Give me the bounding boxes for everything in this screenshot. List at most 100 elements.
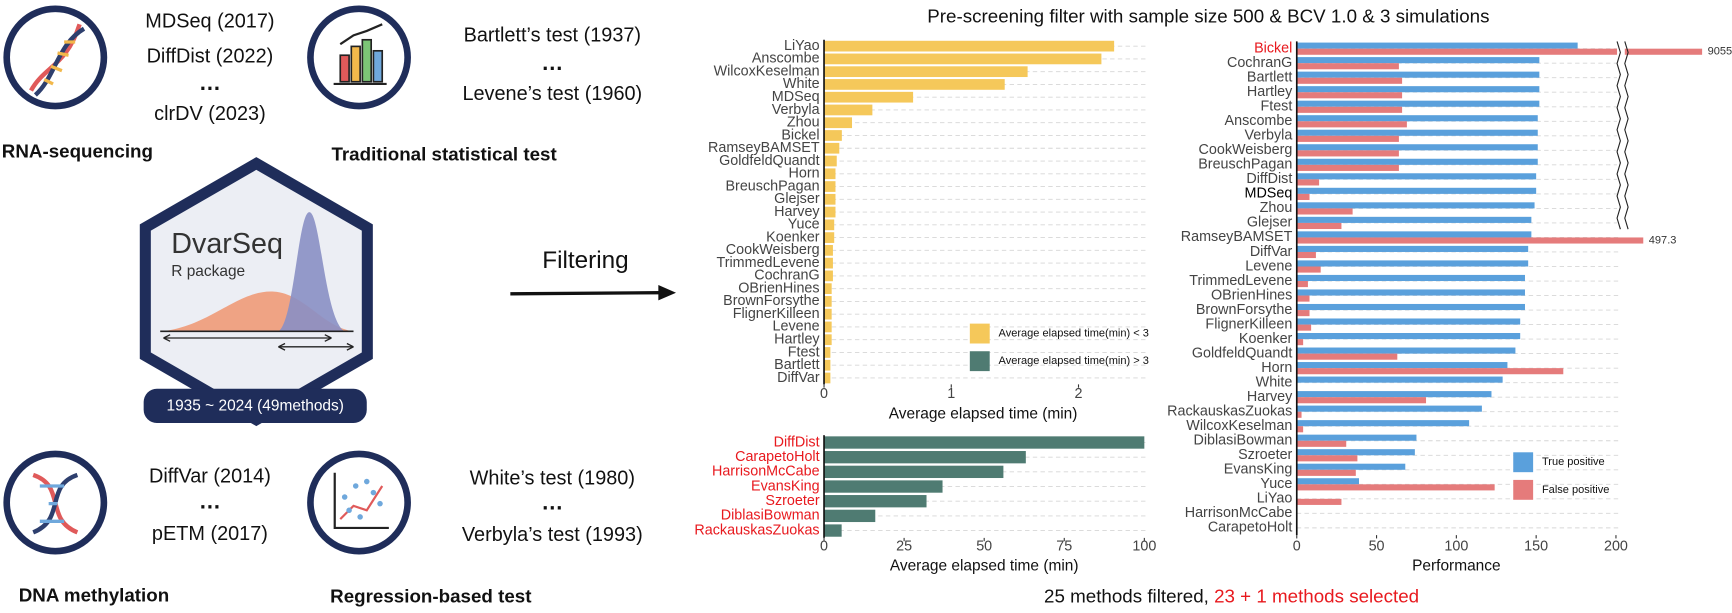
axis-break: [1617, 41, 1625, 230]
x-tick-label: 100: [1132, 539, 1156, 555]
bar: [1296, 237, 1644, 244]
y-tick-label: DiffVar: [777, 370, 820, 386]
x-tick-label: 25: [896, 539, 912, 555]
bar: [824, 91, 914, 103]
y-tick-label: OBrienHines: [738, 280, 819, 296]
arrow: [510, 284, 677, 301]
y-tick-label: EvansKing: [751, 478, 820, 494]
x-axis-label: Average elapsed time (min): [889, 405, 1078, 422]
y-tick-label: CarapetoHolt: [1208, 520, 1293, 536]
y-tick-label: Anscombe: [752, 51, 820, 67]
x-tick-label: 150: [1524, 539, 1548, 555]
y-tick-label: MDSeq: [772, 89, 820, 105]
bar: [824, 480, 943, 493]
y-tick-label: Bickel: [1254, 40, 1292, 56]
bar: [1296, 245, 1529, 252]
y-tick-label: Levene: [773, 319, 820, 335]
y-tick-label: CochranG: [1227, 55, 1292, 71]
legend-swatch: [1513, 452, 1534, 473]
value-label: 497.3: [1649, 234, 1677, 246]
y-tick-label: Yuce: [1260, 476, 1292, 492]
bar: [1296, 135, 1399, 142]
bar: [1296, 216, 1532, 223]
bar: [1296, 478, 1360, 485]
y-tick-label: Bartlett: [1247, 70, 1292, 86]
bar: [1296, 266, 1321, 273]
bar: [1296, 391, 1492, 398]
y-tick-label: DiblasiBowman: [721, 508, 820, 524]
y-tick-label: Anscombe: [1225, 113, 1293, 129]
bar: [1296, 63, 1399, 70]
bar: [824, 53, 1102, 65]
chart-title: Pre-screening filter with sample size 50…: [927, 6, 1489, 27]
bar: [824, 359, 831, 371]
bar: [1296, 426, 1304, 433]
y-tick-label: DiffDist: [1246, 171, 1292, 187]
method: clrDV (2023): [154, 103, 266, 125]
bar: [1296, 48, 1703, 55]
y-tick-label: Zhou: [787, 115, 820, 131]
y-tick-label: Glejser: [1247, 215, 1293, 231]
y-tick-label: RamseyBAMSET: [708, 140, 820, 156]
bar: [1296, 397, 1427, 404]
bar: [824, 436, 1145, 449]
y-tick-label: EvansKing: [1224, 462, 1293, 478]
y-tick-label: Szroeter: [1238, 447, 1292, 463]
bar: [1296, 484, 1495, 491]
bar: [1296, 455, 1358, 462]
y-tick-label: DiffVar: [1250, 244, 1293, 260]
legend-swatch: [969, 351, 990, 372]
category-label: Regression-based test: [330, 585, 532, 606]
y-tick-label: BrownForsythe: [1196, 302, 1292, 318]
y-tick-label: DiblasiBowman: [1193, 433, 1292, 449]
y-tick-label: Koenker: [1239, 331, 1293, 347]
package-hexagon: [139, 157, 373, 427]
bar: [1296, 106, 1403, 113]
y-tick-label: WilcoxKeselman: [1186, 418, 1292, 434]
bar: [1296, 333, 1521, 340]
method: White’s test (1980): [470, 468, 635, 490]
bar: [1296, 368, 1564, 375]
bar: [1296, 57, 1540, 64]
x-tick-label: 0: [820, 539, 828, 555]
bar: [824, 347, 831, 358]
x-tick-label: 50: [1369, 539, 1385, 555]
bar: [1296, 222, 1342, 230]
bar: [824, 219, 835, 231]
stats-icon: [307, 5, 411, 110]
rna-icon: [3, 5, 108, 110]
legend-label: False positive: [1542, 484, 1609, 496]
bar: [824, 155, 837, 167]
bar: [1296, 362, 1508, 369]
bar: [1296, 281, 1308, 288]
method: Levene’s test (1960): [462, 83, 642, 105]
y-tick-label: BrownForsythe: [723, 293, 819, 309]
y-tick-label: MDSeq: [1244, 186, 1292, 202]
y-tick-label: LiYao: [1257, 491, 1293, 507]
bar: [1296, 158, 1538, 165]
bar: [1296, 498, 1342, 505]
bar: [1296, 449, 1415, 456]
bar: [1296, 42, 1578, 49]
bar: [1296, 339, 1304, 346]
bar: [1296, 144, 1538, 151]
y-tick-label: CookWeisberg: [1199, 142, 1293, 158]
y-tick-label: Koenker: [766, 229, 820, 245]
bar: [824, 465, 1004, 479]
bar: [1296, 179, 1320, 186]
y-tick-label: RackauskasZuokas: [694, 522, 819, 538]
category-label: DNA methylation: [19, 584, 169, 605]
y-tick-label: Ftest: [788, 344, 820, 360]
footer-filtered: 25 methods filtered,: [1044, 585, 1209, 606]
y-tick-label: Zhou: [1260, 200, 1293, 216]
bar: [1296, 295, 1310, 302]
y-tick-label: GoldfeldQuandt: [1192, 345, 1292, 361]
bar: [1296, 289, 1525, 296]
bar: [824, 257, 833, 269]
package-range: 1935 ~ 2024 (49methods): [166, 398, 343, 415]
y-tick-label: White: [1256, 374, 1293, 390]
bar: [1296, 187, 1537, 194]
bar: [824, 117, 853, 129]
method: MDSeq (2017): [145, 10, 274, 32]
bar: [1296, 77, 1403, 84]
